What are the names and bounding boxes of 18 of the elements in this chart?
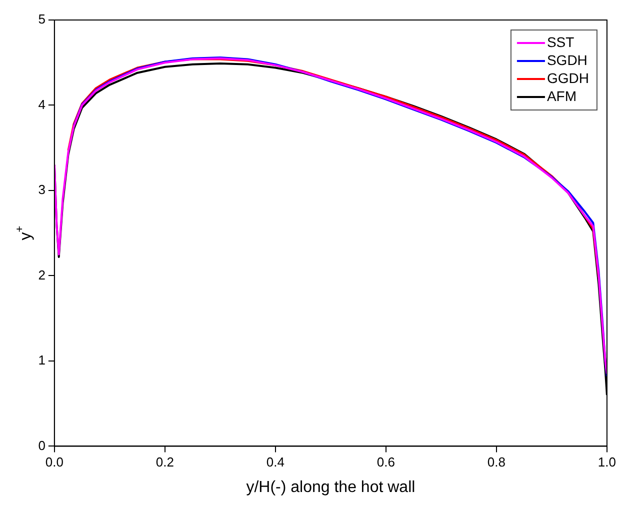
y-tick-label: 4 bbox=[38, 96, 46, 112]
y-tick-label: 0 bbox=[38, 438, 46, 453]
x-tick-label: 0.0 bbox=[45, 454, 64, 470]
x-axis-title: y/H(-) along the hot wall bbox=[246, 478, 416, 496]
x-tick-label: 0.8 bbox=[487, 454, 506, 470]
legend-label: AFM bbox=[546, 88, 577, 104]
legend-label: SGDH bbox=[546, 52, 588, 68]
x-tick-label: 0.4 bbox=[266, 454, 284, 470]
y-tick-label: 1 bbox=[38, 352, 46, 368]
x-tick-label: 1.0 bbox=[598, 454, 616, 470]
y-tick-label: 5 bbox=[38, 12, 46, 27]
y-tick-label: 3 bbox=[38, 182, 46, 198]
x-tick-label: 0.2 bbox=[156, 454, 174, 470]
y-axis-title: y+ bbox=[14, 226, 34, 240]
y-tick-label: 2 bbox=[38, 267, 46, 282]
legend-label: SST bbox=[546, 34, 575, 50]
legend-label: GGDH bbox=[546, 70, 589, 86]
x-tick-label: 0.6 bbox=[376, 454, 395, 470]
